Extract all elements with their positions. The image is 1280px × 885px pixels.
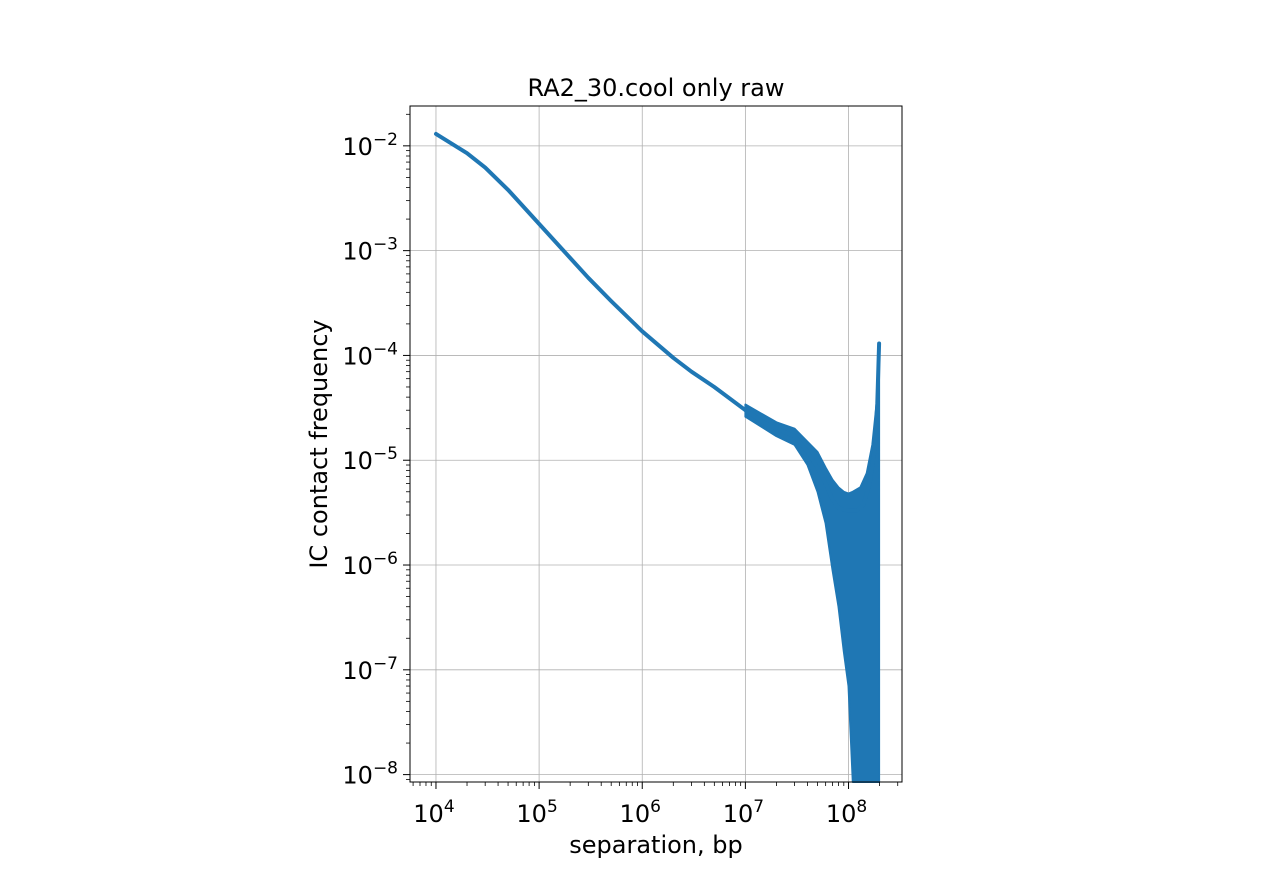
- chart-title: RA2_30.cool only raw: [527, 74, 784, 102]
- y-axis-label: IC contact frequency: [305, 319, 333, 568]
- x-tick-label: 108: [826, 797, 867, 828]
- y-tick-label: 10−3: [342, 235, 398, 266]
- x-tick-label: 107: [723, 797, 764, 828]
- y-tick-label: 10−4: [342, 339, 398, 370]
- y-tick-label: 10−7: [342, 654, 398, 685]
- x-tick-label: 105: [516, 797, 557, 828]
- y-tick-label: 10−6: [342, 549, 398, 580]
- series-line: [434, 131, 882, 513]
- y-tick-label: 10−2: [342, 130, 398, 161]
- x-tick-label: 106: [620, 797, 661, 828]
- x-axis-label: separation, bp: [569, 831, 742, 859]
- axes-frame: [409, 105, 903, 783]
- grid-layer: [410, 106, 902, 782]
- y-tick-label: 10−8: [342, 759, 398, 790]
- x-tick-label: 104: [413, 797, 454, 828]
- y-tick-label: 10−5: [342, 444, 398, 475]
- tick-layer: 104 105 106 107 108 10−8 10−7 10−6 10−5 10−4 10−3 1…: [342, 113, 899, 828]
